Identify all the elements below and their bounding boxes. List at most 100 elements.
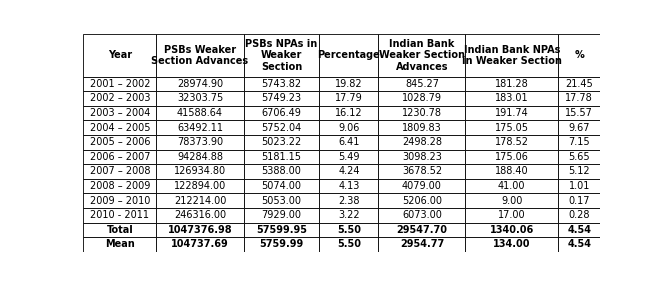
Bar (558, 106, 600, 120)
Bar (243, 193, 319, 208)
Bar (243, 222, 319, 237)
Bar (319, 34, 378, 77)
Text: 5053.00: 5053.00 (261, 196, 301, 206)
Text: Indian Bank
Weaker Section
Advances: Indian Bank Weaker Section Advances (379, 39, 465, 72)
Bar (558, 120, 600, 135)
Text: 2008 – 2009: 2008 – 2009 (89, 181, 150, 191)
Text: 7929.00: 7929.00 (261, 210, 301, 220)
Text: 191.74: 191.74 (495, 108, 529, 118)
Text: %: % (574, 50, 584, 60)
Text: 5.49: 5.49 (338, 152, 360, 162)
Bar (466, 120, 558, 135)
Bar (319, 222, 378, 237)
Bar (157, 208, 243, 222)
Text: 5.12: 5.12 (568, 166, 590, 177)
Bar (466, 34, 558, 77)
Bar (378, 179, 466, 193)
Text: 5743.82: 5743.82 (261, 79, 301, 89)
Text: 212214.00: 212214.00 (174, 196, 226, 206)
Bar (558, 164, 600, 179)
Text: 9.00: 9.00 (501, 196, 522, 206)
Text: 1028.79: 1028.79 (402, 93, 442, 104)
Text: 2006 – 2007: 2006 – 2007 (89, 152, 150, 162)
Bar (466, 237, 558, 252)
Bar (558, 222, 600, 237)
Bar (466, 91, 558, 106)
Bar (83, 149, 157, 164)
Bar (319, 77, 378, 91)
Text: 2005 – 2006: 2005 – 2006 (89, 137, 150, 147)
Text: 2010 - 2011: 2010 - 2011 (91, 210, 149, 220)
Bar (157, 179, 243, 193)
Bar (157, 149, 243, 164)
Text: 28974.90: 28974.90 (177, 79, 223, 89)
Text: 6073.00: 6073.00 (402, 210, 442, 220)
Bar (243, 149, 319, 164)
Text: 5206.00: 5206.00 (402, 196, 442, 206)
Text: 3098.23: 3098.23 (402, 152, 442, 162)
Bar (157, 237, 243, 252)
Text: 19.82: 19.82 (335, 79, 363, 89)
Text: 104737.69: 104737.69 (171, 239, 229, 249)
Bar (83, 179, 157, 193)
Bar (378, 208, 466, 222)
Text: 4.13: 4.13 (338, 181, 360, 191)
Text: 4.54: 4.54 (567, 225, 591, 235)
Bar (83, 164, 157, 179)
Text: 2007 – 2008: 2007 – 2008 (89, 166, 150, 177)
Bar (378, 149, 466, 164)
Bar (466, 149, 558, 164)
Bar (83, 106, 157, 120)
Text: 2954.77: 2954.77 (400, 239, 444, 249)
Text: 0.28: 0.28 (568, 210, 590, 220)
Bar (319, 120, 378, 135)
Bar (157, 135, 243, 149)
Bar (243, 164, 319, 179)
Bar (558, 149, 600, 164)
Text: 5074.00: 5074.00 (261, 181, 301, 191)
Bar (466, 164, 558, 179)
Text: 3678.52: 3678.52 (402, 166, 442, 177)
Text: 2.38: 2.38 (338, 196, 360, 206)
Bar (243, 106, 319, 120)
Text: 2001 – 2002: 2001 – 2002 (89, 79, 150, 89)
Text: 6706.49: 6706.49 (261, 108, 301, 118)
Bar (558, 91, 600, 106)
Text: 4079.00: 4079.00 (402, 181, 442, 191)
Bar (319, 208, 378, 222)
Text: 246316.00: 246316.00 (174, 210, 226, 220)
Bar (157, 106, 243, 120)
Bar (378, 237, 466, 252)
Text: 175.06: 175.06 (495, 152, 529, 162)
Bar (83, 222, 157, 237)
Text: 32303.75: 32303.75 (177, 93, 223, 104)
Text: 5752.04: 5752.04 (261, 123, 301, 133)
Bar (558, 193, 600, 208)
Text: 57599.95: 57599.95 (256, 225, 307, 235)
Bar (558, 208, 600, 222)
Bar (83, 120, 157, 135)
Bar (83, 77, 157, 91)
Text: 1809.83: 1809.83 (402, 123, 442, 133)
Bar (243, 34, 319, 77)
Text: 2498.28: 2498.28 (402, 137, 442, 147)
Bar (157, 164, 243, 179)
Text: 122894.00: 122894.00 (174, 181, 226, 191)
Bar (466, 77, 558, 91)
Bar (466, 106, 558, 120)
Text: 21.45: 21.45 (566, 79, 593, 89)
Bar (378, 91, 466, 106)
Bar (466, 179, 558, 193)
Text: Year: Year (108, 50, 132, 60)
Text: PSBs Weaker
Section Advances: PSBs Weaker Section Advances (151, 44, 249, 66)
Bar (243, 77, 319, 91)
Text: 94284.88: 94284.88 (177, 152, 223, 162)
Text: 5.65: 5.65 (568, 152, 590, 162)
Bar (157, 77, 243, 91)
Bar (466, 222, 558, 237)
Bar (83, 237, 157, 252)
Bar (319, 237, 378, 252)
Bar (83, 208, 157, 222)
Bar (466, 193, 558, 208)
Bar (243, 237, 319, 252)
